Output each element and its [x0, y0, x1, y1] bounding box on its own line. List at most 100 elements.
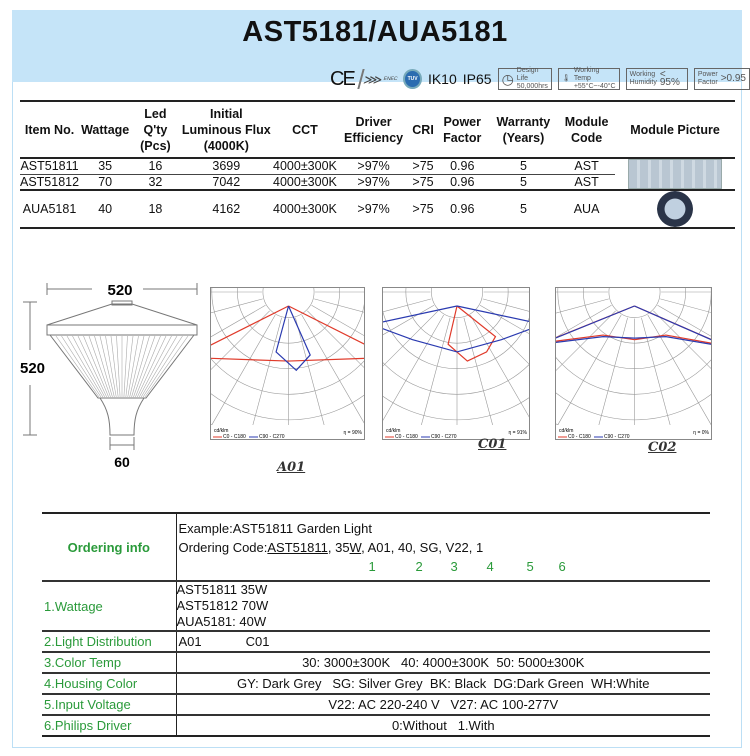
- grid-spoke: [211, 305, 266, 338]
- tuv-mark-text: TUV: [407, 75, 418, 82]
- grid-spoke: [383, 310, 439, 367]
- grid-spoke: [556, 310, 616, 371]
- grid-ring: [383, 362, 529, 395]
- table-cell: 32: [148, 174, 163, 189]
- column-header: Warranty (Years): [496, 114, 551, 145]
- table-cell: AST: [574, 159, 599, 174]
- grid-ring: [608, 288, 661, 318]
- module-picture-aua: [615, 190, 735, 228]
- chart-legend-text: η = 91%: [509, 430, 528, 436]
- grid-spoke: [383, 314, 444, 421]
- enec-stripes-icon: ⋙: [361, 71, 385, 87]
- housing-color-values: GY: Dark Grey SG: Silver Grey BK: Black …: [237, 676, 650, 691]
- code-index: 4: [486, 558, 494, 574]
- table-cell: >75: [412, 159, 434, 174]
- grid-ring: [556, 423, 711, 439]
- input-voltage-values: V22: AC 220-240 V V27: AC 100-277V: [328, 697, 559, 712]
- table-cell: 16: [148, 159, 163, 174]
- table-cell: 0.96: [450, 202, 475, 216]
- light-distribution-values: A01 C01: [178, 634, 270, 649]
- input-voltage-label: 5.Input Voltage: [42, 694, 177, 715]
- grid-spoke: [417, 317, 451, 439]
- code-index: 5: [526, 558, 534, 574]
- ordering-indices: 1 2 3 4 5 6: [179, 557, 709, 576]
- grid-spoke: [463, 317, 497, 439]
- grid-spoke: [383, 305, 435, 336]
- column-header: Power Factor: [443, 114, 482, 145]
- distribution-label: C01: [478, 437, 507, 452]
- code-index: 6: [558, 558, 566, 574]
- grid-spoke: [556, 298, 609, 314]
- chart-legend-text: C90 - C270: [259, 434, 285, 440]
- grid-spoke: [248, 317, 282, 439]
- power-factor-badge: Power Factor >0.95: [693, 68, 750, 90]
- column-header: Module Code: [564, 114, 609, 145]
- column-header: Initial Luminous Flux (4000K): [181, 106, 271, 153]
- lamp-dimension-drawing: 520 520 60: [20, 282, 198, 470]
- c90-curve: [275, 305, 311, 372]
- chart-legend-text: C0 - C180: [223, 434, 246, 440]
- table-cell: 5: [519, 202, 527, 216]
- color-temp-label: 3.Color Temp: [42, 652, 177, 673]
- table-cell: 3699: [212, 159, 241, 174]
- base-dimension: 60: [114, 454, 130, 470]
- table-cell: 4000±300K: [273, 174, 337, 189]
- design-life-badge: ◷ Design Life 50,000hrs: [497, 67, 552, 90]
- c0-curve: [556, 305, 711, 344]
- grid-spoke: [556, 314, 622, 429]
- title-band: [12, 10, 742, 82]
- grid-spoke: [594, 317, 628, 439]
- color-temp-values: 30: 3000±300K 40: 4000±300K 50: 5000±300…: [302, 655, 585, 670]
- column-header: Driver Efficiency: [344, 114, 404, 145]
- grid-spoke: [556, 305, 612, 338]
- table-cell: 40: [98, 202, 113, 216]
- ordering-table: Ordering info Example:AST51811 Garden Li…: [42, 512, 710, 737]
- table-cell: AUA: [573, 202, 600, 216]
- c90-curve: [556, 305, 711, 345]
- grid-spoke: [475, 310, 529, 365]
- c0-curve: [447, 305, 497, 362]
- c0-curve: [211, 305, 364, 362]
- certification-row: CE ⋙ ENEC TUV IK10 IP65 ◷ Design Life 50,00…: [330, 66, 750, 92]
- code-index: 3: [450, 558, 458, 574]
- spec-table: Item No. Wattage Led Q'ty (Pcs) Initial Lum…: [20, 100, 735, 229]
- philips-driver-values: 0:Without 1.With: [391, 718, 495, 733]
- chart-legend-text: cd/klm: [386, 428, 400, 434]
- grid-spoke: [211, 298, 263, 314]
- wattage-values: AST51811 35W AST51812 70W AUA5181: 40W: [176, 582, 269, 629]
- table-cell: 0.96: [450, 174, 475, 189]
- ordering-info-label: Ordering info: [42, 513, 177, 581]
- width-dimension: 520: [107, 282, 132, 299]
- table-cell: 5: [519, 174, 527, 189]
- table-cell: >97%: [357, 202, 390, 216]
- chart-legend-text: C0 - C180: [395, 434, 418, 440]
- enec-mark-icon: ⋙ ENEC: [357, 69, 400, 89]
- table-row: AST51812 70 32 7042 4000±300K >97% >75 0.96 5 AST: [20, 174, 735, 190]
- module-picture-ast: [615, 158, 735, 190]
- chart-legend-text: C0 - C180: [568, 434, 591, 440]
- grid-spoke: [660, 298, 711, 313]
- ce-mark-icon: CE: [330, 67, 356, 90]
- code-index: 1: [368, 558, 376, 574]
- table-cell: 4000±300K: [273, 159, 337, 174]
- chart-legend-text: cd/klm: [214, 428, 228, 434]
- table-cell: AUA5181: [22, 202, 77, 216]
- enec-mark-text: ENEC: [382, 75, 399, 82]
- grid-spoke: [470, 314, 529, 418]
- c90-curve: [383, 305, 529, 353]
- tuv-mark-icon: TUV: [403, 69, 422, 89]
- table-row: AST51811 35 16 3699 4000±300K >97% >75 0.96 5 AST: [20, 158, 735, 189]
- grid-spoke: [211, 314, 276, 427]
- chart-legend-text: C90 - C270: [604, 434, 630, 440]
- table-cell: 7042: [212, 174, 241, 189]
- light-distribution-label: 2.Light Distribution: [42, 631, 177, 652]
- table-cell: >97%: [357, 159, 390, 174]
- grid-spoke: [653, 310, 711, 369]
- grid-ring: [431, 288, 483, 318]
- chart-legend-text: η = 0%: [693, 430, 709, 436]
- grid-spoke: [311, 305, 364, 336]
- table-cell: 5: [519, 159, 527, 174]
- table-cell: 35: [98, 159, 113, 174]
